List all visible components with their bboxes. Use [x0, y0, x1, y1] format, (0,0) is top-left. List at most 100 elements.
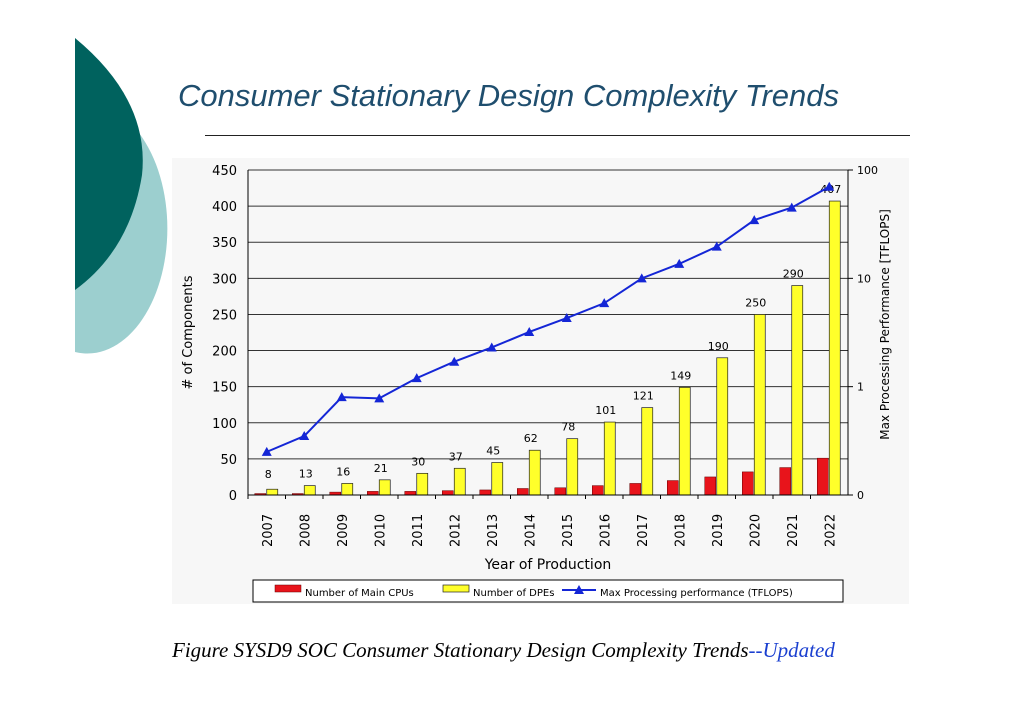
- x-tick-label: 2011: [411, 514, 426, 547]
- x-tick-label: 2014: [523, 514, 538, 547]
- y2-axis-title: Max Processing Performance [TFLOPS]: [878, 209, 892, 440]
- dpe-bar: [453, 467, 466, 496]
- perf-line: [266, 185, 830, 453]
- y-tick-label: 200: [212, 345, 237, 360]
- decorative-shapes: [75, 38, 168, 354]
- cpu-bar: [779, 467, 791, 496]
- dpe-bar: [791, 285, 804, 496]
- y-axis-title: # of Components: [181, 275, 196, 389]
- dpe-bar: [528, 449, 541, 496]
- x-tick-label: 2012: [448, 514, 463, 547]
- x-tick-label: 2015: [561, 514, 576, 547]
- dpe-bar: [378, 479, 391, 496]
- y-tick-label: 300: [212, 272, 237, 287]
- legend-perf-label: Max Processing performance (TFLOPS): [600, 588, 793, 599]
- dpe-data-label: 37: [449, 450, 463, 463]
- dpe-data-label: 8: [265, 468, 272, 481]
- dpe-data-label: 30: [411, 455, 425, 468]
- x-tick-label: 2016: [598, 514, 613, 547]
- perf-point: [299, 431, 310, 441]
- perf-point: [674, 258, 685, 268]
- legend-box: [252, 579, 844, 603]
- perf-point: [711, 241, 722, 251]
- x-tick-label: 2019: [711, 514, 726, 547]
- x-tick-label: 2020: [748, 514, 763, 547]
- dpe-bar: [603, 421, 616, 496]
- dpe-bar: [303, 485, 316, 496]
- complexity-chart: 81316213037456278101121149190250290407 0…: [181, 164, 892, 603]
- y-tick-label: 450: [212, 164, 237, 179]
- x-tick-label: 2021: [786, 514, 801, 547]
- caption-text: Figure SYSD9 SOC Consumer Stationary Des…: [172, 638, 749, 662]
- cpu-bar: [404, 491, 416, 496]
- perf-point: [636, 273, 647, 283]
- slide-title: Consumer Stationary Design Complexity Tr…: [178, 78, 840, 113]
- x-tick-label: 2022: [823, 514, 838, 547]
- y-tick-label: 400: [212, 200, 237, 215]
- cpu-bar: [367, 491, 379, 496]
- cpu-bar: [592, 485, 604, 496]
- perf-point: [486, 342, 497, 352]
- chart-legend: Number of Main CPUs Number of DPEs Max Pro…: [252, 579, 844, 603]
- dpe-bar: [678, 387, 691, 496]
- y2-tick-label: 10: [857, 272, 871, 285]
- perf-point: [336, 392, 347, 402]
- x-axis-title: Year of Production: [484, 557, 612, 573]
- x-tick-label: 2018: [673, 514, 688, 547]
- perf-point: [599, 298, 610, 308]
- y-tick-label: 350: [212, 236, 237, 251]
- legend-dpe-label: Number of DPEs: [473, 588, 554, 599]
- perf-point: [374, 393, 385, 403]
- y2-tick-label: 1: [857, 381, 864, 394]
- perf-point: [524, 326, 535, 336]
- legend-cpu-label: Number of Main CPUs: [305, 588, 414, 599]
- cpu-bar: [817, 457, 829, 496]
- perf-point: [561, 313, 572, 323]
- dpe-data-label: 62: [524, 432, 538, 445]
- cpu-bar: [704, 476, 716, 496]
- legend-cpu-swatch: [274, 584, 302, 593]
- dpe-data-label: 149: [670, 369, 691, 382]
- dpe-data-label: 290: [783, 268, 804, 281]
- x-tick-label: 2013: [486, 514, 501, 547]
- cpu-bar: [442, 490, 454, 496]
- dpe-bar: [641, 407, 654, 496]
- x-tick-label: 2009: [336, 514, 351, 547]
- x-tick-label: 2008: [298, 514, 313, 547]
- cpu-bar: [629, 483, 641, 496]
- title-divider: [205, 135, 910, 136]
- dpe-data-label: 121: [633, 390, 654, 403]
- dpe-bar: [341, 483, 354, 496]
- cpu-bar: [479, 489, 491, 496]
- perf-point: [449, 356, 460, 366]
- cpu-bar: [554, 487, 566, 496]
- dpe-bar: [716, 357, 729, 496]
- dpe-data-label: 45: [486, 445, 500, 458]
- perf-point: [411, 373, 422, 383]
- y2-tick-label: 100: [857, 164, 878, 177]
- cpu-bar: [742, 471, 754, 496]
- dpe-data-label: 21: [374, 462, 388, 475]
- y-tick-label: 150: [212, 381, 237, 396]
- perf-point: [824, 181, 835, 191]
- dpe-bar: [491, 462, 504, 496]
- cpu-bar: [667, 480, 679, 496]
- legend-dpe-swatch: [442, 584, 470, 593]
- chart-panel: 81316213037456278101121149190250290407 0…: [172, 158, 909, 604]
- x-tick-label: 2010: [373, 514, 388, 547]
- dpe-bar: [416, 472, 429, 496]
- perf-point: [786, 202, 797, 212]
- dpe-data-label: 78: [561, 421, 575, 434]
- y-tick-label: 100: [212, 417, 237, 432]
- dpe-data-label: 13: [299, 468, 313, 481]
- dpe-bar: [828, 200, 841, 496]
- perf-point: [749, 215, 760, 225]
- dpe-data-label: 190: [708, 340, 729, 353]
- dpe-bar: [566, 438, 579, 496]
- decor-dark-circle: [75, 38, 143, 290]
- y2-tick-label: 0: [857, 489, 864, 502]
- dpe-bar: [266, 488, 279, 496]
- y-tick-label: 0: [229, 489, 237, 504]
- dpe-bar: [753, 314, 766, 496]
- dpe-data-label: 101: [595, 404, 616, 417]
